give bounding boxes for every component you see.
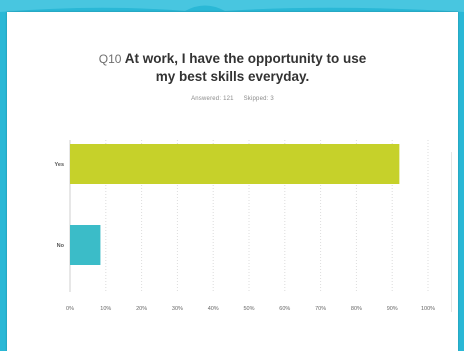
answered-count: Answered: 121 (191, 96, 234, 102)
category-label: Yes (55, 162, 64, 168)
x-tick-label: 30% (172, 306, 183, 312)
x-tick-label: 80% (351, 306, 362, 312)
x-tick-label: 90% (387, 306, 398, 312)
category-label: No (57, 243, 65, 249)
x-tick-label: 60% (279, 306, 290, 312)
x-tick-label: 40% (208, 306, 219, 312)
bar-chart: Yes No 0% 10% 20% 30% 40% 50% 60% 70% 80% 90% 100% (55, 140, 435, 312)
header-wave (0, 0, 464, 12)
question-text-line2: my best skills everyday. (155, 69, 310, 84)
x-tick-label: 0% (66, 306, 74, 312)
x-tick-label: 70% (315, 306, 326, 312)
x-tick-label: 20% (136, 306, 147, 312)
chart-title: Q10 At work, I have the opportunity to u… (7, 50, 458, 86)
question-text-line1: At work, I have the opportunity to use (124, 51, 367, 66)
response-stats: Answered: 121 Skipped: 3 (7, 96, 458, 102)
x-tick-label: 100% (421, 306, 435, 312)
bar-yes (70, 144, 400, 184)
x-tick-label: 50% (243, 306, 254, 312)
question-number: Q10 (98, 52, 122, 66)
skipped-count: Skipped: 3 (243, 96, 274, 102)
x-tick-label: 10% (100, 306, 111, 312)
bar-no (70, 225, 101, 265)
card-divider (451, 152, 458, 312)
survey-card: Q10 At work, I have the opportunity to u… (7, 12, 458, 351)
